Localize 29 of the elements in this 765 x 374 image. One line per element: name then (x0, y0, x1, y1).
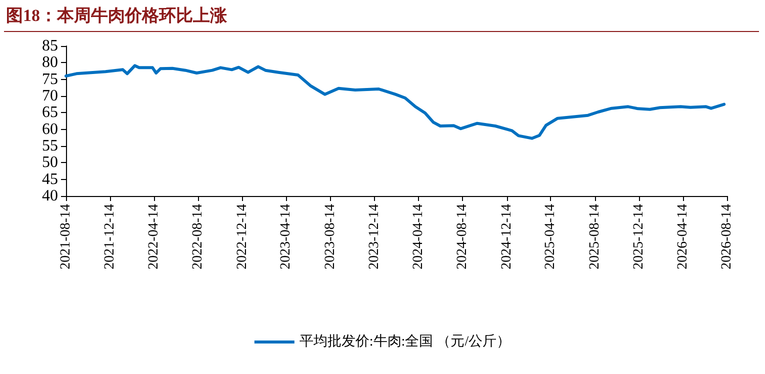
x-tick-label: 2022-12-14 (234, 204, 250, 270)
x-tick-label: 2023-04-14 (278, 204, 294, 270)
y-tick-label: 55 (42, 138, 58, 154)
y-tick-label: 80 (42, 54, 58, 72)
x-tick-label: 2024-12-14 (499, 204, 514, 270)
y-tick-label: 75 (42, 70, 58, 88)
x-tick-label: 2026-08-14 (720, 204, 734, 270)
line-series (64, 64, 726, 140)
x-tick-label: 2023-12-14 (366, 204, 382, 270)
x-tick-label: 2025-08-14 (587, 204, 602, 270)
y-tick-label: 45 (42, 170, 58, 188)
x-tick-label: 2021-12-14 (102, 204, 118, 270)
y-tick-label: 65 (42, 104, 58, 122)
x-tick-label: 2024-08-14 (455, 204, 470, 270)
x-tick-label: 2022-04-14 (146, 204, 162, 270)
y-tick-label: 70 (42, 88, 58, 104)
chart-title: 图18：本周牛肉价格环比上涨 (6, 5, 227, 27)
y-tick-label: 85 (42, 38, 58, 54)
y-tick-label: 40 (42, 188, 58, 204)
y-tick-label: 60 (42, 120, 58, 138)
x-tick-label: 2025-04-14 (543, 204, 558, 270)
y-tick-label: 50 (42, 154, 58, 172)
legend-label: 平均批发价:牛肉:全国 （元/公斤） (299, 334, 511, 350)
x-tick-label: 2023-08-14 (322, 204, 338, 270)
x-tick-label: 2022-08-14 (190, 204, 206, 270)
x-tick-label: 2025-12-14 (632, 204, 647, 270)
x-tick-label: 2024-04-14 (411, 204, 426, 270)
x-tick-label: 2026-04-14 (675, 204, 690, 270)
x-tick-label: 2021-08-14 (58, 204, 74, 270)
